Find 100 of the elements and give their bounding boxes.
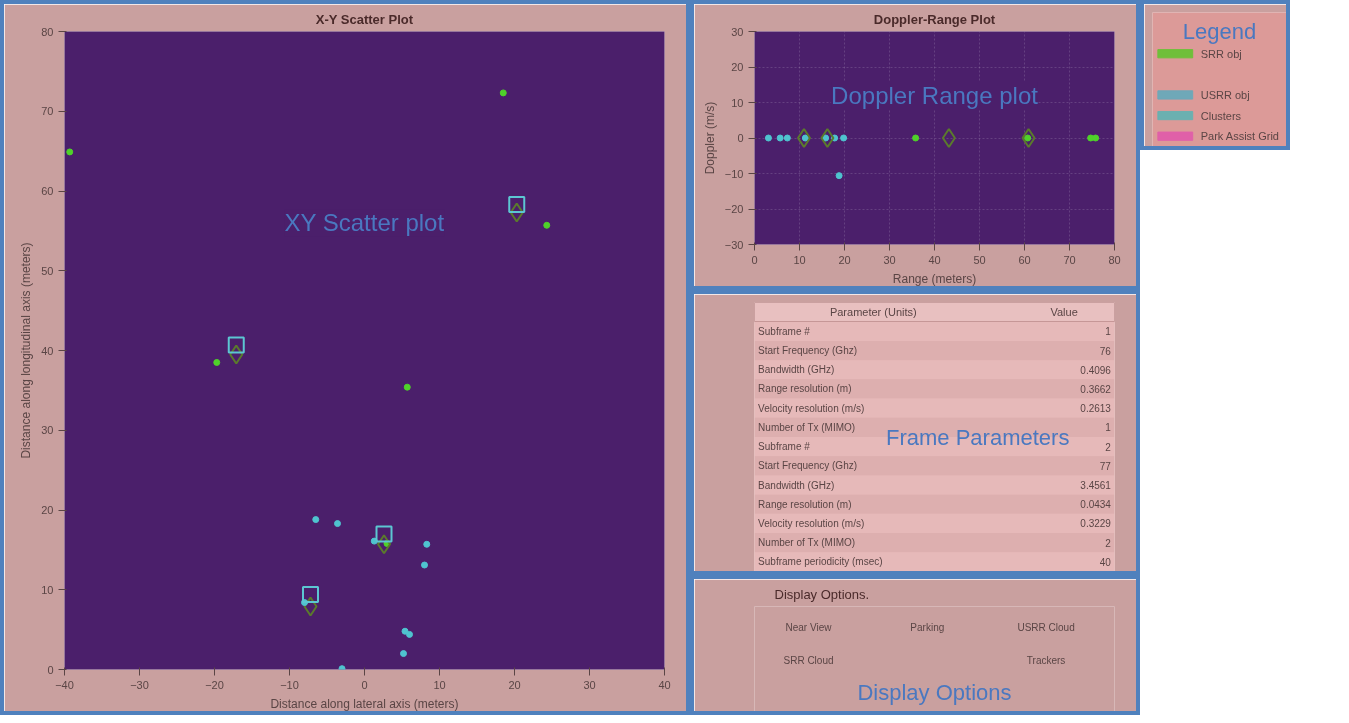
text: Legend	[1182, 18, 1257, 44]
category-label: USRR Cloud	[1017, 622, 1075, 634]
y-axis-title: Doppler (m/s)	[702, 101, 717, 175]
x-tick-label: 20	[508, 678, 521, 691]
text: Display Options.	[774, 586, 870, 602]
point	[508, 196, 526, 214]
y-tick-label: 20	[731, 61, 744, 73]
y-tick-label: 10	[731, 96, 744, 109]
point	[227, 336, 245, 354]
y-tick-label: 70	[41, 105, 54, 118]
text: 0.3229	[1080, 518, 1111, 530]
point	[421, 561, 428, 569]
x-tick-label: 10	[433, 678, 446, 691]
y-tick-label: 50	[41, 264, 54, 277]
text: Frame Parameters	[886, 424, 1070, 450]
category-label: Number of Tx (MIMO)	[758, 421, 856, 433]
annotation: Doppler Range plot	[831, 81, 1039, 109]
category-label: Value	[1050, 306, 1078, 319]
point	[303, 596, 318, 617]
text: 1	[1105, 326, 1111, 338]
text: 2	[1105, 537, 1111, 549]
y-tick-label: 0	[737, 132, 744, 144]
point	[66, 148, 74, 156]
category-label: Range resolution (m)	[758, 498, 852, 510]
y-tick-label: 60	[41, 185, 54, 197]
y-tick-label: 20	[41, 504, 54, 516]
y-tick-label: −10	[724, 167, 744, 180]
x-tick-label: −40	[55, 678, 74, 691]
point	[370, 537, 378, 545]
text: 76	[1099, 345, 1111, 357]
category-label: Subframe periodicity (msec)	[758, 556, 883, 568]
x-tick-label: −10	[280, 678, 299, 691]
category-label: SRR obj	[1200, 47, 1242, 60]
y-tick-label: 10	[41, 583, 54, 596]
text: 0.2613	[1080, 403, 1111, 415]
category-label: Park Assist Grid	[1200, 130, 1279, 143]
category-label: Velocity resolution (m/s)	[758, 517, 865, 529]
x-tick-label: 80	[1108, 253, 1121, 266]
y-tick-label: 30	[731, 25, 744, 38]
x-tick-label: 40	[928, 253, 941, 266]
y-tick-label: 40	[41, 344, 54, 357]
text: Display Options	[857, 679, 1012, 705]
x-tick-label: 40	[658, 678, 671, 691]
category-label: Trackers	[1026, 654, 1066, 666]
text: 2	[1105, 441, 1111, 453]
text: 40	[1099, 556, 1111, 568]
category-label: Bandwidth (GHz)	[758, 479, 835, 491]
x-tick-label: 50	[973, 253, 986, 266]
point	[302, 586, 319, 604]
y-tick-label: 30	[41, 424, 54, 437]
category-label: Velocity resolution (m/s)	[758, 402, 865, 414]
category-label: Number of Tx (MIMO)	[758, 537, 856, 549]
x-tick-label: 0	[361, 678, 368, 691]
point	[543, 221, 551, 229]
x-tick-label: −20	[205, 678, 224, 691]
category-label: Bandwidth (GHz)	[758, 364, 835, 376]
category-label: Clusters	[1200, 109, 1242, 122]
text: 1	[1105, 422, 1111, 434]
y-tick-label: 80	[41, 25, 54, 38]
point	[423, 540, 431, 548]
y-tick-label: −20	[724, 203, 744, 215]
point	[406, 630, 413, 638]
category-label: Parking	[910, 622, 945, 634]
point	[375, 525, 393, 543]
point	[499, 89, 507, 97]
point	[312, 516, 320, 524]
x-tick-label: 20	[838, 253, 851, 266]
category-label: Start Frequency (Ghz)	[758, 460, 858, 472]
x-tick-label: 30	[583, 678, 596, 691]
text: Parameter (Units)	[829, 306, 917, 319]
annotation: XY Scatter plot	[284, 209, 445, 237]
text: 0.4096	[1080, 364, 1111, 376]
category-label: Subframe #	[758, 441, 810, 453]
category-label: Subframe #	[758, 325, 810, 337]
text: 3.4561	[1080, 480, 1111, 492]
chart-title: Doppler-Range Plot	[873, 11, 996, 27]
x-tick-label: 70	[1063, 253, 1076, 266]
x-tick-label: −30	[130, 678, 149, 691]
x-axis-title: Distance along lateral axis (meters)	[270, 696, 459, 711]
y-axis-title: Distance along longitudinal axis (meters)	[19, 242, 34, 459]
chart-title: X-Y Scatter Plot	[315, 11, 414, 27]
text: 0.0434	[1080, 499, 1111, 511]
point	[509, 202, 524, 223]
x-axis-title: Range (meters)	[892, 271, 977, 286]
x-tick-label: 10	[793, 253, 806, 266]
point	[403, 383, 411, 391]
point	[229, 344, 244, 365]
point	[400, 650, 407, 658]
category-label: Start Frequency (Ghz)	[758, 345, 858, 357]
x-tick-label: 60	[1018, 253, 1031, 266]
text: 0.3662	[1080, 383, 1111, 395]
category-label: SRR Cloud	[783, 654, 834, 666]
category-label: Range resolution (m)	[758, 383, 852, 395]
point	[334, 520, 341, 528]
x-tick-label: 0	[751, 253, 758, 266]
x-tick-label: 30	[883, 253, 896, 266]
category-label: USRR obj	[1200, 88, 1250, 101]
text: 77	[1099, 460, 1111, 472]
y-tick-label: 0	[47, 663, 54, 676]
y-tick-label: −30	[724, 238, 744, 251]
